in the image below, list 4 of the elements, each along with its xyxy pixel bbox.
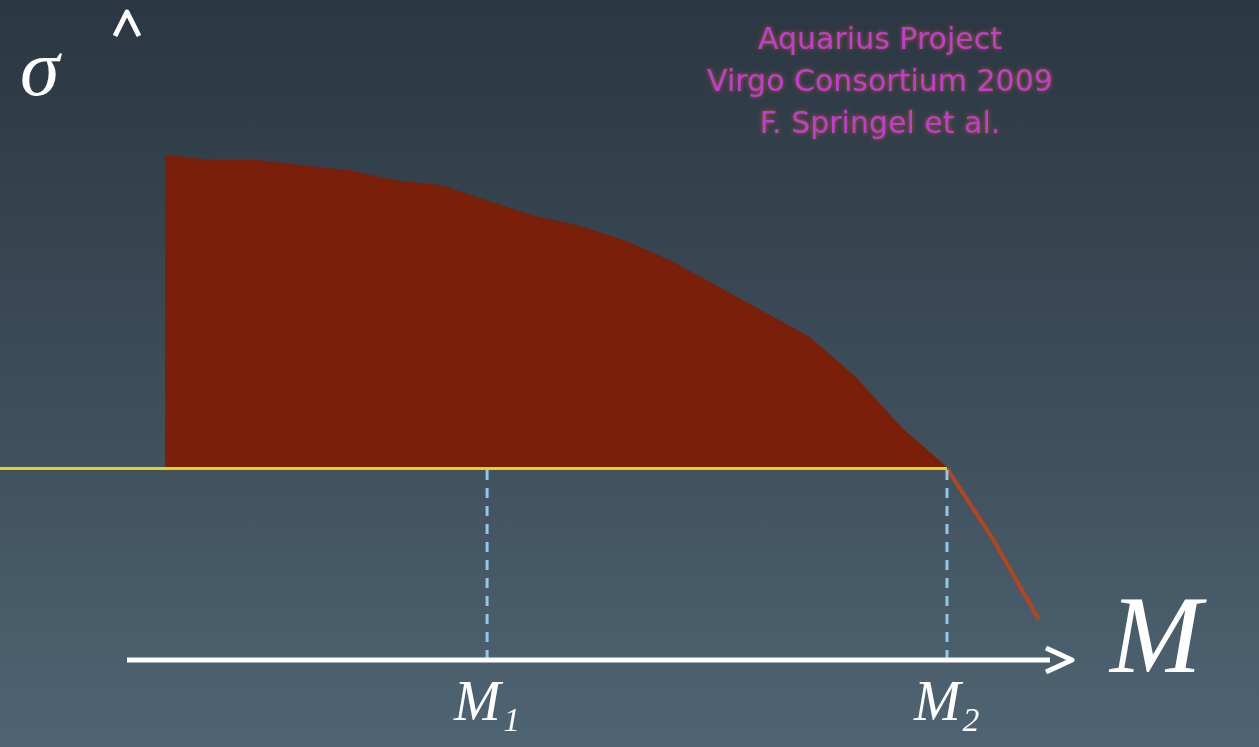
text: Aquarius Project Virgo Consortium 2009 F. Springel et al.	[706, 20, 1054, 142]
x-tick-label: M₁	[453, 669, 521, 732]
y-axis-title: σ	[20, 23, 60, 114]
x-tick-label: M₂	[912, 669, 981, 732]
